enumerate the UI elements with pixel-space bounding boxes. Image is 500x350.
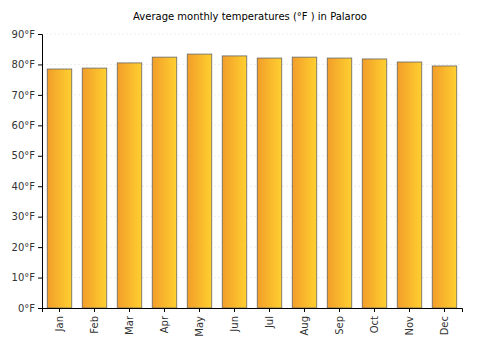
x-tick-label: Nov	[404, 316, 415, 336]
bar	[222, 56, 247, 308]
y-tick: 0°F	[18, 303, 42, 314]
x-tick-label: Jun	[229, 316, 240, 333]
chart: Average monthly temperatures (°F ) in Pa…	[0, 0, 500, 350]
y-tick: 30°F	[12, 211, 42, 222]
x-tick: Sep	[334, 308, 345, 335]
y-tick-mark	[38, 186, 42, 187]
y-tick-mark	[38, 34, 42, 35]
x-tick-mark	[94, 308, 95, 312]
x-tick: Jan	[54, 308, 65, 332]
bar	[152, 57, 177, 308]
x-axis-line	[43, 309, 463, 313]
y-tick-label: 60°F	[12, 120, 36, 131]
y-tick: 80°F	[12, 59, 42, 70]
x-tick-mark	[304, 308, 305, 312]
bar	[47, 69, 72, 308]
x-tick-mark	[269, 308, 270, 312]
y-tick-mark	[38, 156, 42, 157]
bar	[257, 58, 282, 308]
x-tick-label: Mar	[124, 315, 135, 335]
y-axis-line	[38, 35, 43, 309]
y-tick-label: 30°F	[12, 211, 36, 222]
x-tick: Apr	[159, 308, 170, 333]
x-tick-mark	[339, 308, 340, 312]
x-tick-mark	[59, 308, 60, 312]
y-tick-mark	[38, 64, 42, 65]
y-tick-mark	[38, 247, 42, 248]
y-tick: 70°F	[12, 90, 42, 101]
y-tick-label: 0°F	[18, 303, 35, 314]
grid-line	[42, 34, 462, 35]
y-tick-mark	[38, 125, 42, 126]
y-tick-label: 80°F	[12, 59, 36, 70]
y-tick-label: 40°F	[12, 181, 36, 192]
x-tick: Jun	[229, 308, 240, 333]
x-tick-label: Feb	[89, 316, 100, 334]
x-tick-label: May	[194, 316, 205, 337]
y-tick-label: 90°F	[12, 29, 36, 40]
x-tick-mark	[129, 308, 130, 312]
y-tick: 60°F	[12, 120, 42, 131]
x-tick-label: Jul	[264, 316, 275, 329]
y-tick-mark	[38, 278, 42, 279]
bar	[292, 57, 317, 308]
grid	[42, 34, 462, 308]
x-tick-mark	[374, 308, 375, 312]
x-tick-label: Dec	[439, 316, 450, 335]
x-tick: Jul	[264, 308, 275, 329]
x-tick-mark	[409, 308, 410, 312]
bar	[397, 62, 422, 308]
y-tick-label: 10°F	[12, 272, 36, 283]
x-tick-mark	[444, 308, 445, 312]
y-tick-label: 50°F	[12, 150, 36, 161]
y-tick-mark	[38, 308, 42, 309]
x-tick-mark	[234, 308, 235, 312]
y-tick-mark	[38, 95, 42, 96]
bars	[47, 54, 457, 308]
x-tick: Feb	[89, 308, 100, 334]
x-tick: Dec	[439, 308, 450, 335]
x-tick-mark	[164, 308, 165, 312]
x-tick: May	[194, 308, 205, 337]
bar	[432, 66, 457, 308]
bar	[327, 58, 352, 308]
x-tick: Oct	[369, 308, 380, 333]
x-tick-label: Aug	[299, 316, 310, 336]
x-tick: Aug	[299, 308, 310, 336]
y-axis: 0°F 10°F 20°F 30°F 40°F 50°F 60°F 70°F 80°F 90°F	[12, 29, 43, 314]
y-tick: 20°F	[12, 242, 42, 253]
plot: 0°F 10°F 20°F 30°F 40°F 50°F 60°F 70°F 80°F 90°F J…	[12, 29, 463, 337]
y-tick: 40°F	[12, 181, 42, 192]
x-axis: Jan Feb Mar Apr May Jun Jul Aug Sep Oct Nov Dec	[43, 308, 463, 337]
y-tick-label: 20°F	[12, 242, 36, 253]
bar	[82, 68, 107, 308]
bar	[117, 63, 142, 308]
y-tick: 10°F	[12, 272, 42, 283]
x-tick: Nov	[404, 308, 415, 336]
bar	[362, 59, 387, 308]
x-tick: Mar	[124, 308, 135, 335]
x-tick-mark	[199, 308, 200, 312]
bar	[187, 54, 212, 308]
y-tick: 50°F	[12, 150, 42, 161]
y-tick-label: 70°F	[12, 90, 36, 101]
x-tick-label: Oct	[369, 316, 380, 333]
y-tick: 90°F	[12, 29, 42, 40]
x-tick-label: Jan	[54, 316, 65, 332]
x-tick-label: Apr	[159, 315, 170, 333]
y-tick-mark	[38, 217, 42, 218]
x-tick-label: Sep	[334, 316, 345, 335]
title: Average monthly temperatures (°F ) in Pa…	[133, 11, 367, 22]
